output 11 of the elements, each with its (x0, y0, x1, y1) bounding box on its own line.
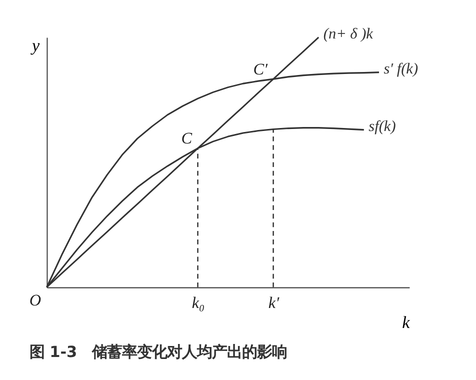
x-tick-label: k′ (268, 294, 280, 312)
y-axis-title: y (30, 36, 40, 56)
x-axis-title: k (402, 312, 410, 332)
series-label: (n+ δ )k (323, 25, 374, 42)
annotation: C′ (253, 60, 268, 78)
text: 图 1-3 储蓄率变化对人均产出的影响 (29, 342, 288, 361)
series-label: sf(k) (368, 118, 396, 135)
text: O (29, 291, 42, 310)
x-tick-label: k₀ (192, 294, 205, 312)
annotation: C (181, 130, 192, 148)
series-label: s′ f(k) (384, 60, 418, 78)
